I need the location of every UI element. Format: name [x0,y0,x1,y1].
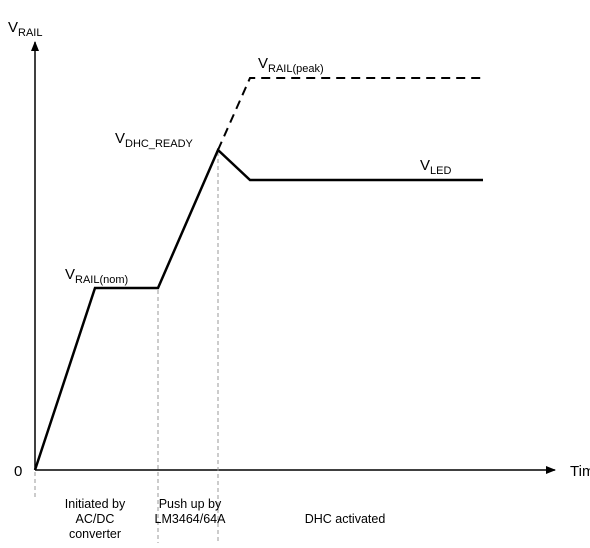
led-voltage-trace [33,147,483,471]
level-label: VLED [420,157,451,177]
phase-note: Initiated by [65,497,126,511]
phase-note: AC/DC [76,512,115,526]
x-axis-label: Time [570,463,590,480]
level-label: VRAIL(peak) [258,55,324,75]
level-label: VRAIL(nom) [65,266,128,286]
y-axis-label: VRAIL [8,19,42,39]
peak-voltage-trace [217,77,483,151]
origin-label: 0 [14,463,22,480]
level-label: VDHC_READY [115,130,194,150]
phase-note: DHC activated [305,512,386,526]
phase-note: LM3464/64A [155,512,227,526]
phase-note: Push up by [159,497,222,511]
phase-note: converter [69,527,121,541]
